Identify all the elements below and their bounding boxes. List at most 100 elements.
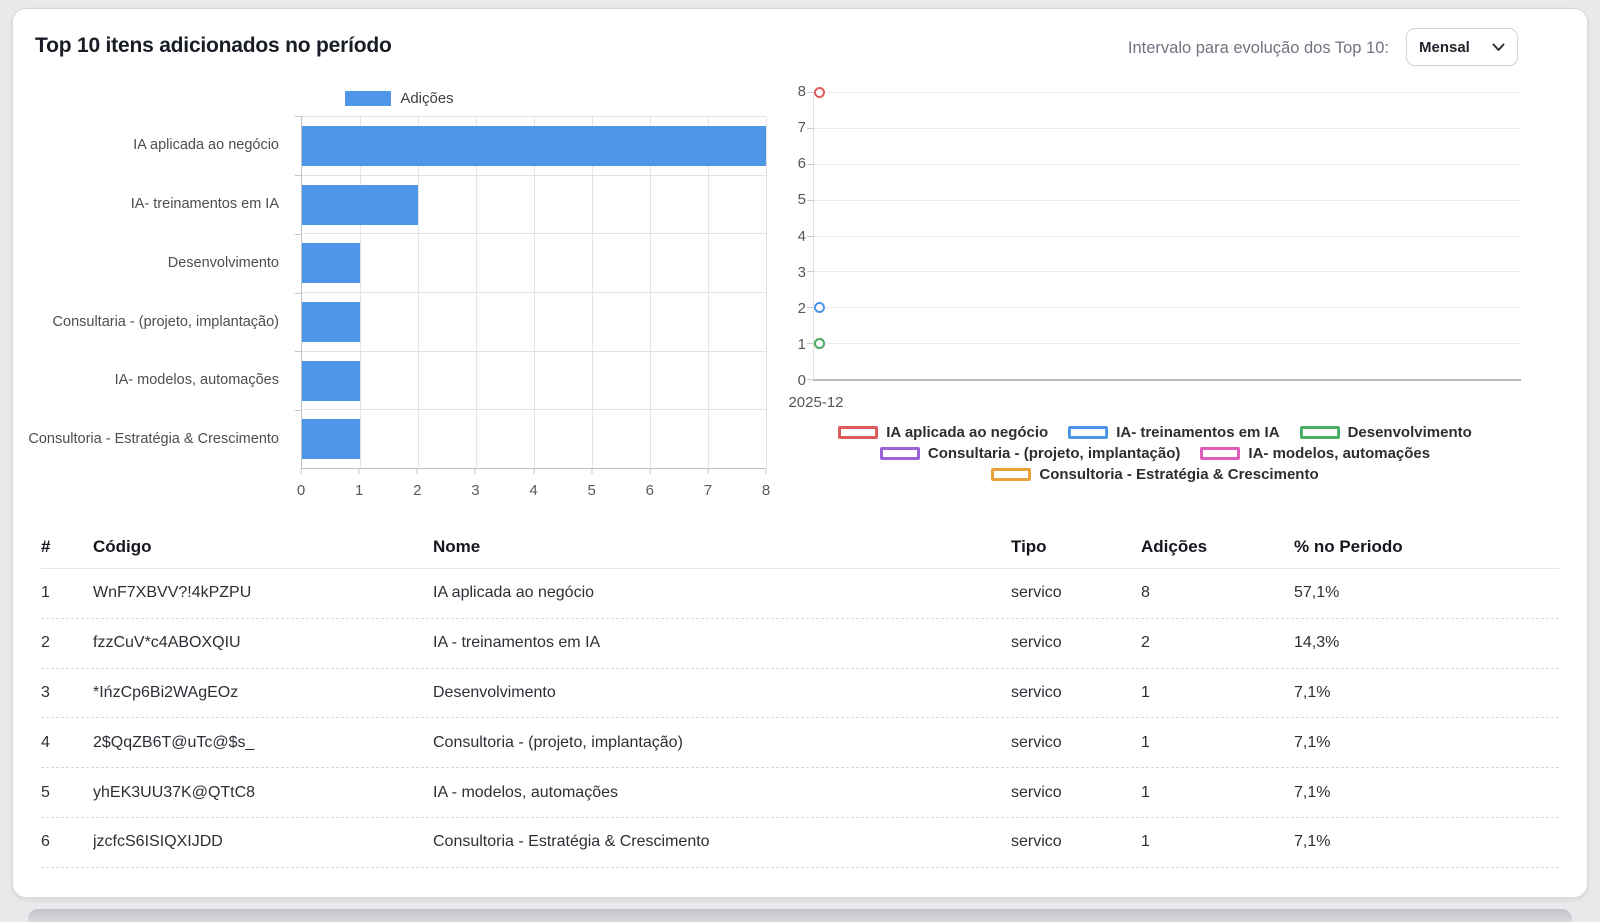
legend-swatch [991, 468, 1032, 481]
cell-nome: IA - treinamentos em IA [433, 634, 601, 652]
bar-category-label: IA- treinamentos em IA [130, 195, 279, 212]
legend-label: IA- treinamentos em IA [1116, 424, 1280, 441]
column-header: Código [93, 536, 152, 556]
legend-swatch [879, 447, 920, 460]
legend-item[interactable]: IA aplicada ao negócio [838, 424, 1048, 441]
axis-tick-mark [807, 127, 813, 129]
cell-tipo: servico [1011, 634, 1062, 652]
legend-item[interactable]: IA- treinamentos em IA [1068, 424, 1280, 441]
y-tick-label: 3 [797, 263, 806, 281]
data-point [814, 86, 825, 98]
x-tick-label: 3 [471, 482, 480, 499]
axis-tick-mark [649, 469, 651, 474]
axis-tick-mark [707, 469, 709, 474]
gridline [814, 271, 1521, 273]
axis-tick-mark [807, 163, 813, 165]
table-row: 1 WnF7XBVV?!4kPZPU IA aplicada ao negócio s… [41, 569, 1559, 619]
chevron-down-icon [1492, 43, 1505, 52]
cell-n: 4 [41, 733, 50, 751]
bar-category-label: Consultaria - (projeto, implantação) [52, 313, 279, 330]
legend-item[interactable]: Desenvolvimento [1299, 424, 1472, 441]
bar-row [302, 293, 766, 352]
column-header: Nome [433, 536, 481, 556]
cell-nome: IA - modelos, automações [433, 783, 618, 801]
gridline [814, 127, 1521, 129]
axis-tick-mark [807, 307, 813, 309]
x-tick-label: 8 [761, 482, 771, 499]
x-tick-label: 4 [529, 482, 538, 499]
page-title: Top 10 itens adicionados no período [35, 34, 392, 57]
gridline [814, 92, 1521, 93]
legend-swatch [838, 426, 879, 439]
cell-nome: Consultoria - Estratégia & Crescimento [433, 833, 710, 851]
bar-xticks: 0 1 2 3 4 5 6 7 8 [297, 469, 770, 509]
legend-row: Consultoria - Estratégia & Crescimento [801, 466, 1509, 483]
gridline [814, 307, 1521, 309]
cell-adicoes: 1 [1141, 733, 1150, 751]
bar-row [302, 176, 766, 235]
bar-row [302, 410, 766, 468]
cell-n: 5 [41, 783, 50, 801]
gridline [766, 117, 767, 468]
axis-tick-mark [807, 92, 813, 93]
legend-item[interactable]: Consultaria - (projeto, implantação) [879, 445, 1181, 462]
line-x-tick-label: 2025-12 [788, 394, 844, 411]
cell-n: 6 [41, 833, 50, 851]
y-tick-label: 0 [797, 372, 806, 390]
adicoes-legend-swatch [345, 90, 392, 106]
axis-tick-mark [295, 410, 301, 412]
cell-pct: 7,1% [1294, 683, 1331, 701]
legend-swatch [1200, 447, 1241, 460]
bar-category-label: IA- modelos, automações [114, 372, 279, 389]
cell-tipo: servico [1011, 584, 1062, 602]
dashboard-card: Top 10 itens adicionados no período Inte… [12, 8, 1588, 898]
cell-nome: Consultoria - (projeto, implantação) [433, 733, 683, 751]
x-tick-label: 2 [413, 482, 422, 499]
y-tick-label: 6 [797, 155, 806, 173]
interval-select[interactable]: Mensal [1406, 28, 1518, 66]
cell-n: 1 [41, 584, 50, 602]
bar-row [302, 234, 766, 294]
bar-category-label: Desenvolvimento [167, 254, 279, 271]
cell-n: 3 [41, 683, 50, 701]
bar-labels: IA aplicada ao negócio IA- treinamentos e… [23, 116, 291, 469]
y-tick-label: 4 [797, 227, 806, 245]
axis-tick-mark [416, 469, 418, 474]
table-row: 6 jzcfcS6ISIQXIJDD Consultoria - Estratégi… [41, 818, 1559, 868]
gridline [814, 199, 1521, 201]
bar-row [302, 352, 766, 411]
table-row: 2 fzzCuV*c4ABOXQIU IA - treinamentos em IA… [41, 619, 1559, 669]
column-header: Adições [1141, 536, 1208, 556]
axis-tick-mark [295, 233, 301, 235]
adicoes-legend-label: Adições [400, 89, 454, 107]
y-tick-label: 5 [797, 191, 806, 209]
column-header: % no Periodo [1294, 536, 1403, 556]
legend-item[interactable]: Consultoria - Estratégia & Crescimento [991, 466, 1319, 483]
column-header: # [41, 536, 51, 556]
cell-pct: 57,1% [1294, 584, 1340, 602]
y-tick-label: 7 [797, 119, 806, 137]
table-row: 3 *IńzCp6Bi2WAgEOz Desenvolvimento servico 1… [41, 669, 1559, 719]
legend-item[interactable]: IA- modelos, automações [1200, 445, 1430, 462]
x-tick-label: 5 [587, 482, 596, 499]
gridline [814, 235, 1521, 237]
bar [302, 243, 360, 284]
bar-chart-legend[interactable]: Adições [31, 89, 768, 107]
legend-label: IA aplicada ao negócio [886, 424, 1049, 441]
axis-tick-mark [295, 174, 301, 176]
bar [302, 302, 360, 343]
axis-tick-mark [765, 469, 767, 474]
legend-row: Consultaria - (projeto, implantação) IA- … [801, 445, 1509, 462]
y-tick-label: 2 [797, 299, 806, 317]
cell-n: 2 [41, 634, 50, 652]
cell-codigo: WnF7XBVV?!4kPZPU [93, 584, 252, 602]
table-row: 4 2$QqZB6T@uTc@$s_ Consultoria - (projeto,… [41, 718, 1559, 769]
y-tick-label: 1 [797, 336, 806, 354]
top10-table: # Código Nome Tipo Adições % no Periodo 1 WnF7… [41, 525, 1559, 868]
legend-label: Consultaria - (projeto, implantação) [927, 445, 1181, 462]
cell-pct: 14,3% [1294, 634, 1340, 652]
legend-swatch [1299, 426, 1340, 439]
axis-tick-mark [533, 469, 534, 474]
x-tick-label: 0 [296, 482, 306, 499]
